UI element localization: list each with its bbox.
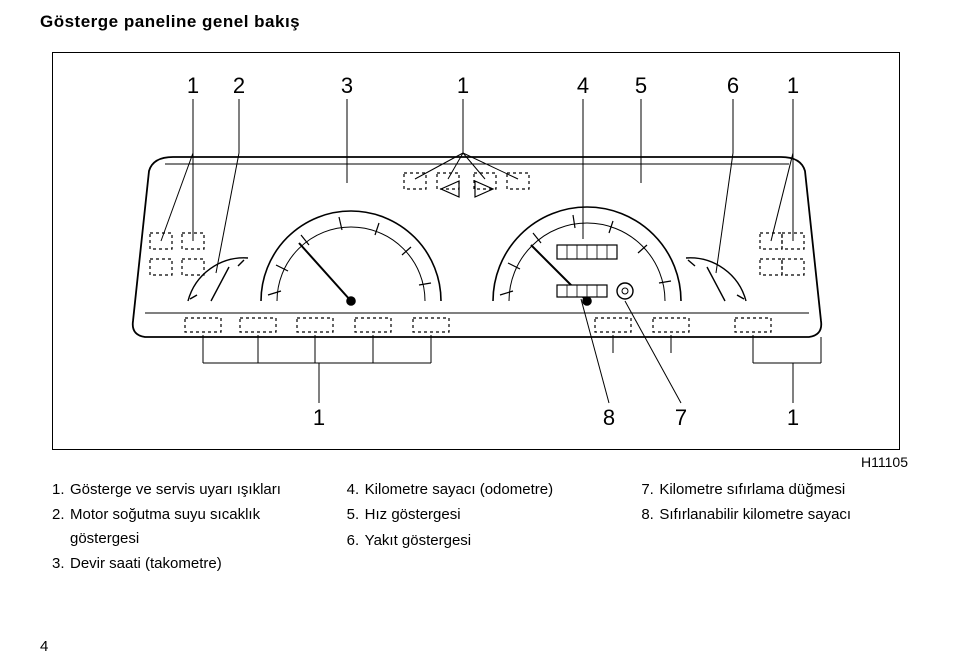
legend-item: 7.Kilometre sıfırlama düğmesi [641,478,900,501]
page: Gösterge paneline genel bakış [0,0,960,669]
label-bottom-2: 7 [675,405,687,430]
figure-frame: 1 2 3 1 4 5 6 1 [52,52,900,450]
label-top-5: 5 [635,73,647,98]
page-number: 4 [40,638,48,655]
legend-text: Kilometre sıfırlama düğmesi [659,478,845,501]
legend-text: Kilometre sayacı (odometre) [365,478,553,501]
legend-item: 8.Sıfırlanabilir kilometre sayacı [641,503,900,526]
label-top-1: 2 [233,73,245,98]
legend-num: 7. [641,478,659,501]
legend-item: 3.Devir saati (takometre) [52,552,311,575]
bottom-leaders [203,299,821,403]
legend-num: 3. [52,552,70,575]
legend-num: 8. [641,503,659,526]
dashboard-diagram: 1 2 3 1 4 5 6 1 [53,53,901,451]
legend-col-1: 1.Gösterge ve servis uyarı ışıkları 2.Mo… [52,478,311,577]
legend-text: Motor soğutma suyu sıcaklık göstergesi [70,503,311,550]
legend-num: 5. [347,503,365,526]
reset-knob [617,283,633,299]
legend-item: 2.Motor soğutma suyu sıcaklık göstergesi [52,503,311,550]
top-labels: 1 2 3 1 4 5 6 1 [187,73,799,98]
legend-text: Gösterge ve servis uyarı ışıkları [70,478,281,501]
legend-col-3: 7.Kilometre sıfırlama düğmesi 8.Sıfırlan… [641,478,900,577]
cluster-outline [133,157,822,337]
legend-item: 6.Yakıt göstergesi [347,529,606,552]
label-top-6: 6 [727,73,739,98]
label-top-7: 1 [787,73,799,98]
legend: 1.Gösterge ve servis uyarı ışıkları 2.Mo… [52,478,900,577]
legend-col-2: 4.Kilometre sayacı (odometre) 5.Hız göst… [347,478,606,577]
label-top-0: 1 [187,73,199,98]
label-bottom-1: 8 [603,405,615,430]
label-bottom-0: 1 [313,405,325,430]
legend-num: 2. [52,503,70,550]
label-top-2: 3 [341,73,353,98]
fuel-gauge [686,258,746,301]
legend-num: 4. [347,478,365,501]
page-title: Gösterge paneline genel bakış [40,12,920,32]
legend-text: Sıfırlanabilir kilometre sayacı [659,503,851,526]
warning-lights [150,173,804,332]
label-top-3: 1 [457,73,469,98]
legend-item: 4.Kilometre sayacı (odometre) [347,478,606,501]
legend-num: 6. [347,529,365,552]
legend-text: Hız göstergesi [365,503,461,526]
tachometer [261,211,441,305]
legend-num: 1. [52,478,70,501]
label-top-4: 4 [577,73,589,98]
image-id: H11105 [861,454,908,470]
odometer [557,245,617,259]
legend-item: 5.Hız göstergesi [347,503,606,526]
legend-text: Devir saati (takometre) [70,552,222,575]
bottom-labels: 1 8 7 1 [313,405,799,430]
legend-item: 1.Gösterge ve servis uyarı ışıkları [52,478,311,501]
label-bottom-3: 1 [787,405,799,430]
temp-gauge [188,258,248,301]
top-leaders [161,99,793,273]
speedometer [493,207,681,305]
legend-text: Yakıt göstergesi [365,529,471,552]
trip-meter [557,285,607,297]
